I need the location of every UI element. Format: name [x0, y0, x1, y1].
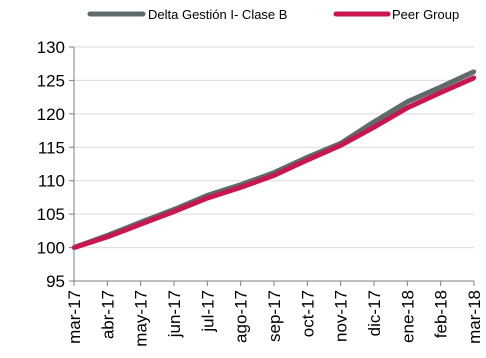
x-tick-label: feb-18 [432, 290, 451, 338]
data-point [71, 245, 77, 250]
data-point [471, 69, 477, 74]
x-tick-label: may-17 [132, 290, 151, 347]
data-point [471, 75, 477, 80]
x-tick-label: dic-17 [365, 290, 384, 336]
data-point [171, 209, 177, 214]
legend: Delta Gestión I- Clase B Peer Group [87, 7, 459, 22]
x-tick-label: ene-18 [398, 290, 417, 343]
data-point [138, 221, 143, 227]
y-tick-label: 115 [38, 138, 65, 157]
x-tick-label: mar-18 [465, 290, 484, 344]
x-tick-label: jun-17 [165, 290, 184, 338]
series-lines [71, 69, 477, 250]
x-tick-label: sep-17 [265, 290, 284, 342]
axes [73, 47, 474, 282]
data-point [438, 90, 443, 95]
series-line-peer [73, 75, 476, 250]
data-point [371, 119, 377, 125]
data-point [438, 84, 443, 90]
data-point [238, 185, 243, 190]
y-tick-label: 110 [38, 172, 65, 191]
y-tick-label: 120 [37, 105, 65, 124]
data-point [371, 125, 377, 130]
y-tick-label: 95 [46, 272, 65, 291]
y-axis-ticks: 95 100 105 110 115 120 125 130 [37, 38, 74, 291]
x-tick-label: mar-17 [65, 290, 84, 344]
x-tick-label: oct-17 [298, 290, 317, 337]
x-tick-label: abr-17 [98, 290, 117, 339]
x-axis-ticks: mar-17 abr-17 may-17 jun-17 jul-17 ago-17 sep-… [65, 281, 484, 347]
legend-label-delta: Delta Gestión I- Clase B [148, 7, 287, 22]
data-point [105, 234, 110, 240]
y-tick-label: 130 [37, 38, 65, 57]
gridlines [74, 46, 474, 282]
data-point [205, 195, 210, 201]
x-tick-label: jul-17 [198, 290, 217, 333]
x-tick-label: ago-17 [232, 290, 251, 343]
legend-label-peer: Peer Group [392, 7, 459, 22]
data-point [305, 157, 310, 163]
data-point [338, 143, 343, 148]
y-tick-label: 125 [37, 71, 65, 90]
y-tick-label: 105 [37, 205, 65, 224]
data-point [405, 105, 410, 111]
y-tick-label: 100 [37, 239, 65, 258]
data-point [271, 173, 277, 178]
x-tick-label: nov-17 [332, 290, 351, 342]
data-point [405, 99, 410, 105]
series-line-delta [73, 69, 476, 250]
